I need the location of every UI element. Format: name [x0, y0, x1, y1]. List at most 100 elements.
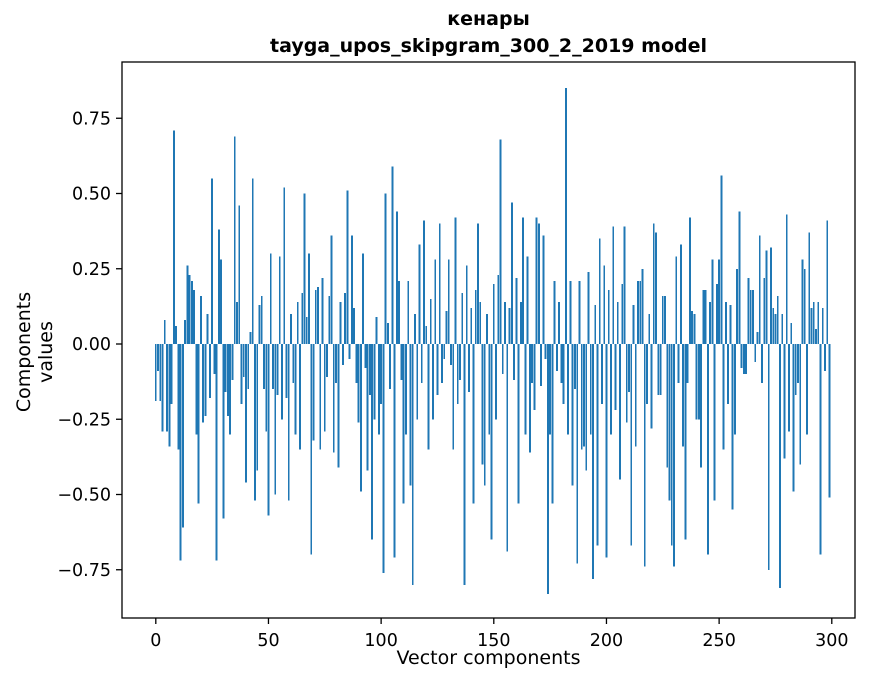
vector-bar [639, 280, 642, 344]
vector-bar [400, 344, 403, 381]
vector-bar [272, 344, 274, 390]
vector-bar [441, 344, 443, 384]
chart-title-block: кенары tayga_upos_skipgram_300_2_2019 mo… [122, 6, 855, 60]
vector-bar [483, 344, 486, 486]
vector-bar [193, 289, 196, 344]
vector-bar [407, 280, 410, 344]
vector-bar [643, 344, 646, 567]
vector-bar [522, 217, 525, 344]
vector-bar [486, 313, 488, 344]
vector-bar [211, 178, 214, 344]
vector-bar [718, 259, 721, 344]
vector-bar [779, 344, 781, 588]
vector-bar [256, 344, 259, 471]
vector-bar [601, 344, 603, 405]
vector-bar [346, 190, 349, 344]
vector-bar [628, 344, 630, 393]
vector-bar [215, 344, 218, 561]
vector-bar [161, 344, 164, 432]
vector-bar [513, 344, 515, 381]
vector-bar [357, 344, 360, 423]
vector-bar [632, 304, 635, 344]
vector-bar [546, 344, 549, 594]
vector-bar [274, 344, 277, 495]
x-tick-label: 200 [590, 631, 623, 651]
vector-bar [249, 331, 252, 344]
vector-bar [776, 295, 779, 344]
vector-bar [373, 344, 376, 420]
vector-bar [583, 344, 585, 447]
vector-bar [339, 301, 342, 344]
vector-bar [803, 268, 806, 344]
vector-bar [436, 344, 439, 396]
vector-bar [797, 344, 799, 384]
vector-bar [817, 301, 820, 344]
vector-bar [713, 344, 716, 501]
vector-bar [393, 344, 396, 558]
vector-bar [240, 344, 243, 405]
vector-bar [314, 289, 317, 344]
vector-bar [479, 301, 482, 344]
vector-bar [720, 175, 723, 344]
vector-bar [655, 232, 657, 344]
vector-bar [366, 344, 369, 471]
vector-bar [208, 344, 211, 399]
vector-bar [715, 283, 718, 344]
vector-bar [571, 344, 574, 486]
vector-bar [747, 277, 750, 344]
vector-bar [172, 130, 175, 344]
vector-bar [231, 344, 234, 381]
vector-bar [432, 344, 434, 420]
vector-bar [756, 331, 759, 344]
vector-bar [824, 344, 826, 372]
vector-bar [220, 259, 223, 344]
vector-bar [592, 344, 594, 579]
vector-bar [384, 193, 387, 344]
vector-bar [398, 280, 401, 344]
vector-bar [213, 344, 216, 375]
vector-bar [312, 344, 315, 441]
vector-bar [337, 344, 340, 468]
vector-bar [317, 286, 319, 344]
vector-bar [664, 295, 666, 344]
vector-bar [190, 280, 193, 344]
vector-bar [377, 344, 380, 435]
y-tick-label: −0.50 [57, 486, 111, 506]
vector-bar [276, 344, 279, 396]
vector-bar [767, 344, 770, 570]
vector-bar [659, 344, 662, 396]
vector-bar [450, 344, 452, 366]
vector-bar [738, 211, 741, 344]
vector-bar [700, 344, 703, 468]
vector-bar [733, 344, 736, 435]
vector-bar [490, 344, 493, 540]
vector-bar [301, 292, 304, 344]
vector-bar [752, 289, 754, 344]
vector-bar [745, 344, 748, 375]
vector-bar [558, 301, 561, 344]
vector-bar [821, 307, 824, 344]
vector-bar [634, 344, 637, 447]
vector-bar [603, 265, 606, 344]
vector-bar [222, 344, 225, 519]
vector-bar [596, 344, 599, 546]
vector-bar [395, 211, 398, 344]
vector-bar [553, 280, 556, 344]
vector-bar [819, 344, 822, 555]
vector-bar [179, 344, 182, 561]
vector-bar [540, 344, 543, 387]
vector-bar [731, 344, 734, 510]
vector-bar [418, 244, 421, 344]
vector-bar [785, 214, 788, 344]
vector-bar [382, 344, 385, 573]
y-tick-label: −0.25 [57, 410, 111, 430]
vector-bar [474, 289, 477, 344]
vector-bar [168, 344, 171, 447]
x-tick-label: 50 [257, 631, 279, 651]
vector-bar [371, 344, 374, 540]
vector-bar [531, 344, 534, 384]
vector-bar [758, 235, 761, 344]
vector-bar [263, 344, 265, 390]
vector-bar [468, 344, 470, 393]
